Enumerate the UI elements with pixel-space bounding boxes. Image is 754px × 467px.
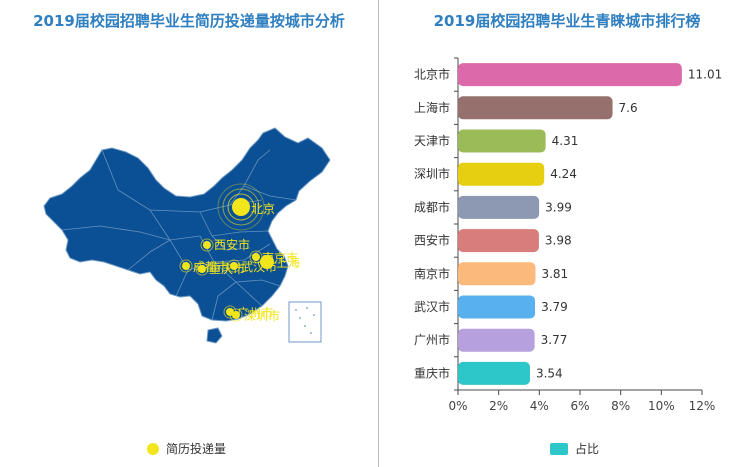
y-tick-label: 武汉市 <box>414 299 450 314</box>
city-marker-label: 西安市 <box>214 237 250 252</box>
city-marker[interactable] <box>203 241 211 249</box>
y-tick-label: 天津市 <box>414 133 450 148</box>
y-tick-label: 成都市 <box>414 199 450 214</box>
bar-value-label: 3.98 <box>545 234 572 248</box>
bar[interactable] <box>458 195 540 219</box>
city-marker[interactable] <box>252 253 260 261</box>
bar[interactable] <box>458 328 535 352</box>
beijing-ripple-ring <box>227 193 255 221</box>
china-mainland-shape <box>43 127 331 322</box>
chart-title: 2019届校园招聘毕业生青睐城市排行榜 <box>433 12 701 30</box>
x-tick-label: 8% <box>611 399 630 413</box>
legend-marker-icon <box>147 443 159 455</box>
city-marker-label: 深圳市 <box>244 308 280 323</box>
beijing-ripple-ring <box>217 183 265 231</box>
y-tick-label: 上海市 <box>414 100 450 115</box>
map-title: 2019届校园招聘毕业生简历投递量按城市分析 <box>33 12 345 30</box>
city-marker[interactable] <box>260 255 274 269</box>
y-tick-label: 北京市 <box>414 67 450 82</box>
bar-value-label: 3.99 <box>545 200 572 214</box>
city-marker-label: 北京 <box>251 202 275 216</box>
beijing-ripple-ring <box>222 188 260 226</box>
city-marker[interactable] <box>232 311 240 319</box>
city-marker[interactable] <box>198 265 206 273</box>
y-tick-label: 西安市 <box>414 233 450 248</box>
bar-value-label: 3.79 <box>541 300 568 314</box>
y-tick-label: 深圳市 <box>414 166 450 181</box>
x-tick-label: 6% <box>570 399 589 413</box>
bar-value-label: 11.01 <box>688 68 722 82</box>
city-marker[interactable] <box>232 198 250 216</box>
bar-value-label: 3.77 <box>541 333 568 347</box>
bar-value-label: 4.24 <box>550 167 577 181</box>
map-panel: 2019届校园招聘毕业生简历投递量按城市分析 <box>33 12 345 456</box>
south-china-sea-inset <box>288 301 322 343</box>
x-tick-label: 4% <box>530 399 549 413</box>
bar-value-label: 4.31 <box>552 134 579 148</box>
x-tick-label: 2% <box>489 399 508 413</box>
bar-value-label: 3.81 <box>541 267 568 281</box>
bar[interactable] <box>458 262 536 286</box>
ranking-panel: 2019届校园招聘毕业生青睐城市排行榜 0% 2% 4% 6% 8% 10% 12% 北京市 1… <box>380 0 754 467</box>
city-marker-ring <box>200 238 214 252</box>
bar[interactable] <box>458 63 682 87</box>
y-tick-label: 广州市 <box>414 332 450 347</box>
x-tick-label: 12% <box>689 399 716 413</box>
x-tick-label: 10% <box>648 399 675 413</box>
city-marker-label: 上海 <box>276 255 300 270</box>
ranking-bar-chart: 0% 2% 4% 6% 8% 10% 12% 北京市 11.01 上海市 7.6 天津市 4.31 深圳市… <box>414 57 722 456</box>
map-legend-label[interactable]: 简历投递量 <box>166 441 226 456</box>
y-tick-label: 南京市 <box>414 266 450 281</box>
hainan-island-shape <box>206 327 223 344</box>
bar[interactable] <box>458 295 536 319</box>
city-marker-label: 广州市 <box>237 305 273 320</box>
bar[interactable] <box>458 162 545 186</box>
city-marker-ring <box>229 308 243 322</box>
x-tick-label: 0% <box>448 399 467 413</box>
city-marker-ring <box>227 259 241 273</box>
bar-value-label: 7.6 <box>619 101 638 115</box>
bar-value-label: 3.54 <box>536 366 563 380</box>
city-marker-ring <box>195 262 209 276</box>
city-marker-ring <box>249 250 263 264</box>
y-tick-label: 重庆市 <box>414 365 450 380</box>
bar[interactable] <box>458 129 546 153</box>
city-marker[interactable] <box>230 262 238 270</box>
chart-legend-swatch <box>550 443 568 455</box>
city-marker[interactable] <box>182 262 190 270</box>
panel-divider <box>378 0 379 467</box>
bar[interactable] <box>458 361 530 385</box>
bar[interactable] <box>458 229 539 253</box>
bar[interactable] <box>458 96 613 120</box>
chart-legend-label[interactable]: 占比 <box>575 441 599 456</box>
city-marker-ring <box>179 259 193 273</box>
